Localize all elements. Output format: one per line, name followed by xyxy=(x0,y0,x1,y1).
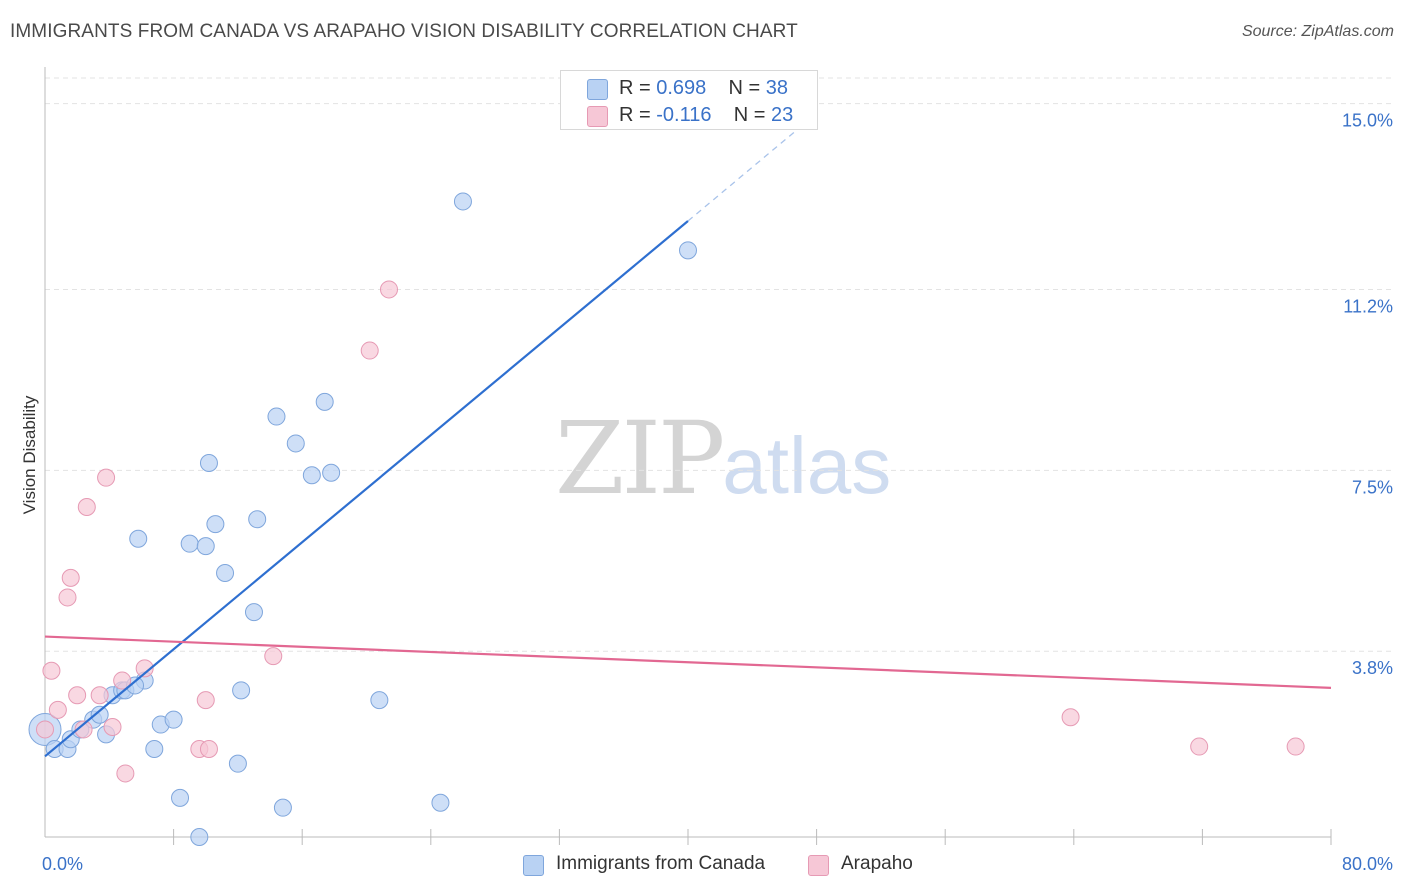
watermark-zip: ZIP xyxy=(555,400,725,517)
canada-point xyxy=(302,466,321,485)
canada-point xyxy=(244,603,263,622)
arapaho-n-label: N = xyxy=(733,104,766,126)
arapaho-point xyxy=(360,341,379,360)
canada-trend-line xyxy=(44,220,689,758)
canada-point xyxy=(145,740,164,758)
arapaho-point xyxy=(113,671,132,690)
arapaho-point xyxy=(380,280,399,299)
canada-point xyxy=(267,407,286,426)
canada-point xyxy=(315,392,334,411)
arapaho-point xyxy=(42,661,61,680)
canada-point xyxy=(273,798,292,817)
canada-point xyxy=(431,793,450,812)
canada-point xyxy=(248,510,267,529)
canada-point xyxy=(232,681,251,700)
arapaho-r-label: R = xyxy=(619,104,651,126)
y-tick-label: 11.2% xyxy=(1343,296,1393,316)
canada-point xyxy=(206,515,225,534)
arapaho-point xyxy=(74,720,93,739)
correlation-legend: R = 0.698 N = 38 R = -0.116 N = 23 xyxy=(560,70,818,130)
arapaho-point xyxy=(77,498,96,516)
canada-point xyxy=(90,705,109,724)
arapaho-point xyxy=(135,659,154,678)
canada-point xyxy=(453,192,472,211)
arapaho-point xyxy=(1061,708,1080,727)
canada-point xyxy=(216,564,235,582)
arapaho-point xyxy=(1286,737,1305,756)
canada-point xyxy=(228,754,247,773)
bottom-canada-swatch xyxy=(523,855,544,876)
y-tick-label: 3.8% xyxy=(1352,658,1393,678)
arapaho-point xyxy=(61,568,80,587)
canada-point xyxy=(196,537,215,556)
canada-swatch xyxy=(587,79,608,100)
arapaho-point xyxy=(36,720,54,739)
bottom-arapaho-label: Arapaho xyxy=(841,853,913,874)
x-tick-label: 80.0% xyxy=(1342,854,1393,874)
y-tick-label: 15.0% xyxy=(1342,111,1393,131)
canada-trend-extension xyxy=(687,112,818,222)
arapaho-point xyxy=(1190,737,1209,756)
arapaho-point xyxy=(196,691,215,710)
canada-n-label: N = xyxy=(728,77,761,99)
arapaho-swatch xyxy=(587,106,608,127)
arapaho-n-value: 23 xyxy=(770,104,794,126)
canada-point xyxy=(199,454,218,472)
canada-point xyxy=(180,534,199,553)
arapaho-point xyxy=(58,588,77,607)
arapaho-point xyxy=(68,686,87,705)
canada-point xyxy=(322,463,341,482)
chart-title: IMMIGRANTS FROM CANADA VS ARAPAHO VISION… xyxy=(10,21,798,42)
canada-point xyxy=(286,434,305,453)
arapaho-point xyxy=(199,740,218,758)
watermark-atlas: atlas xyxy=(722,421,892,510)
canada-point xyxy=(171,788,190,807)
bottom-arapaho-swatch xyxy=(808,855,829,876)
arapaho-point xyxy=(103,718,122,736)
arapaho-point xyxy=(90,686,109,705)
arapaho-point xyxy=(97,468,116,487)
source-label: Source: ZipAtlas.com xyxy=(1241,23,1394,40)
canada-r-label: R = xyxy=(619,77,651,99)
canada-r-value: 0.698 xyxy=(656,77,707,99)
canada-point xyxy=(679,241,697,260)
arapaho-trend-line xyxy=(44,635,1332,689)
arapaho-r-value: -0.116 xyxy=(656,104,712,126)
canada-n-value: 38 xyxy=(765,77,789,99)
arapaho-point xyxy=(116,764,135,783)
x-tick-label: 0.0% xyxy=(42,854,83,874)
y-tick-label: 7.5% xyxy=(1352,477,1393,497)
canada-point xyxy=(164,710,183,729)
canada-point xyxy=(129,529,148,548)
watermark: ZIPatlas xyxy=(555,400,891,517)
canada-point xyxy=(190,828,209,846)
arapaho-point xyxy=(264,647,283,666)
bottom-canada-label: Immigrants from Canada xyxy=(556,853,766,874)
canada-point xyxy=(370,691,389,710)
arapaho-point xyxy=(48,700,67,719)
